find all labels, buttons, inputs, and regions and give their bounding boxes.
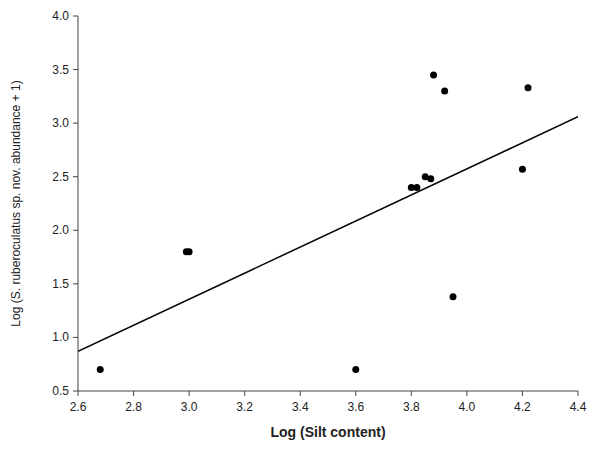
x-tick xyxy=(578,391,579,396)
y-tick xyxy=(73,230,78,231)
y-tick xyxy=(73,69,78,70)
x-tick-label: 3.2 xyxy=(236,400,253,414)
y-tick-label: 3.0 xyxy=(52,116,69,130)
point xyxy=(430,71,437,78)
x-tick xyxy=(355,391,356,396)
point xyxy=(427,175,434,182)
y-tick xyxy=(73,176,78,177)
y-tick-label: 3.5 xyxy=(52,63,69,77)
x-tick xyxy=(300,391,301,396)
chart: 2.6 2.8 3.0 3.2 3.4 3.6 3.8 4.0 4.2 4.4 0.5 1.0 1.5 2… xyxy=(0,0,600,453)
y-tick-label: 0.5 xyxy=(52,384,69,398)
x-tick xyxy=(133,391,134,396)
axes: 2.6 2.8 3.0 3.2 3.4 3.6 3.8 4.0 4.2 4.4 0.5 1.0 1.5 2… xyxy=(52,9,586,414)
x-tick xyxy=(411,391,412,396)
x-tick xyxy=(522,391,523,396)
y-tick xyxy=(73,16,78,17)
regression-line xyxy=(78,117,578,352)
point xyxy=(450,293,457,300)
point xyxy=(525,84,532,91)
x-tick-label: 3.6 xyxy=(347,400,364,414)
x-tick-label: 4.4 xyxy=(570,400,587,414)
point xyxy=(413,184,420,191)
x-tick-label: 3.4 xyxy=(292,400,309,414)
point xyxy=(186,248,193,255)
point xyxy=(519,166,526,173)
x-tick xyxy=(244,391,245,396)
y-tick-label: 2.5 xyxy=(52,170,69,184)
x-tick xyxy=(466,391,467,396)
x-tick xyxy=(189,391,190,396)
y-tick xyxy=(73,283,78,284)
x-tick xyxy=(78,391,79,396)
plot-area xyxy=(78,71,578,373)
y-tick-label: 2.0 xyxy=(52,223,69,237)
x-axis-label: Log (Silt content) xyxy=(270,424,385,440)
x-tick-label: 2.8 xyxy=(125,400,142,414)
background xyxy=(0,0,600,453)
y-axis-label: Log (S. ruberoculatus sp. nov. abundance… xyxy=(9,80,23,326)
point xyxy=(441,88,448,95)
y-tick-label: 4.0 xyxy=(52,9,69,23)
y-tick xyxy=(73,337,78,338)
x-tick-label: 3.0 xyxy=(181,400,198,414)
x-tick-label: 2.6 xyxy=(70,400,87,414)
y-tick-label: 1.0 xyxy=(52,330,69,344)
x-tick-label: 4.0 xyxy=(459,400,476,414)
point xyxy=(352,366,359,373)
y-tick xyxy=(73,391,78,392)
x-axis-line xyxy=(78,391,578,392)
y-tick xyxy=(73,123,78,124)
x-tick-label: 3.8 xyxy=(403,400,420,414)
point xyxy=(97,366,104,373)
y-tick-label: 1.5 xyxy=(52,277,69,291)
y-axis-line xyxy=(78,16,79,391)
x-tick-label: 4.2 xyxy=(514,400,531,414)
